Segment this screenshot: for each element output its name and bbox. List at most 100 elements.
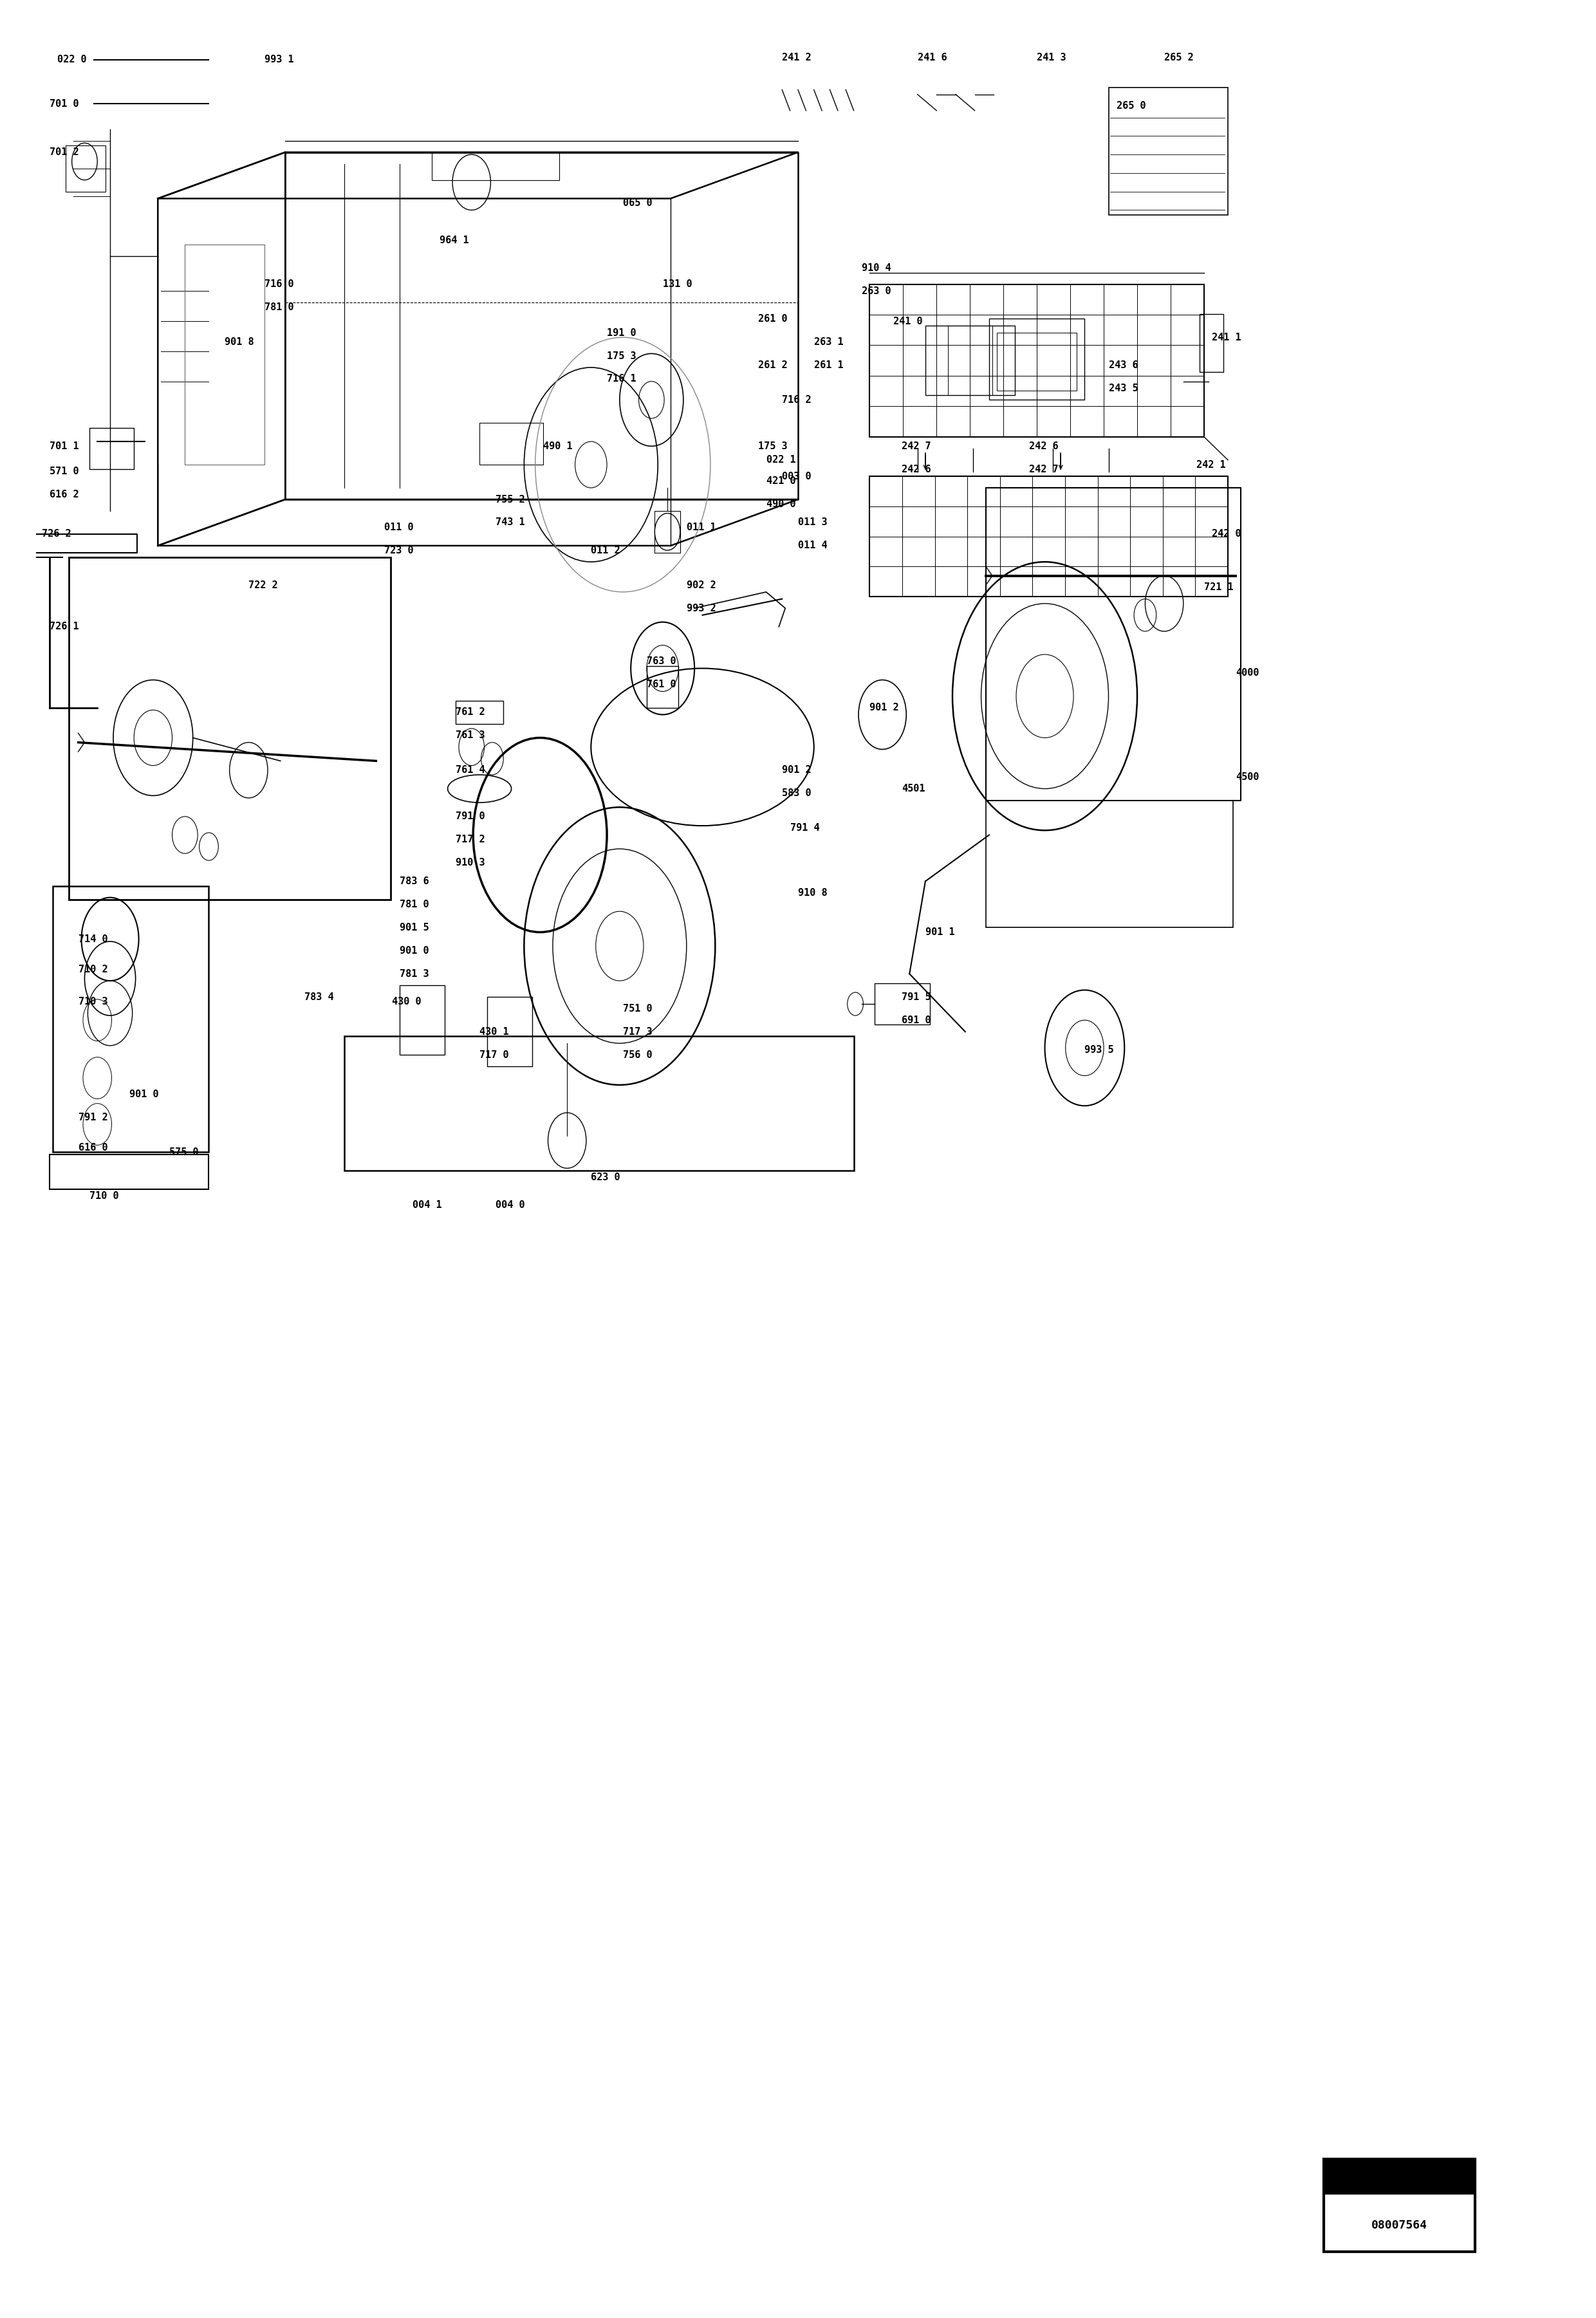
Bar: [49, 1154, 209, 1189]
Text: 716 0: 716 0: [265, 280, 294, 290]
Bar: [401, 985, 444, 1055]
Text: 781 3: 781 3: [401, 969, 429, 978]
Text: 901 5: 901 5: [401, 923, 429, 932]
Bar: [875, 983, 930, 1025]
Text: 791 4: 791 4: [790, 823, 819, 832]
Text: 616 2: 616 2: [49, 489, 78, 501]
Text: 726 1: 726 1: [49, 621, 78, 630]
Text: 265 0: 265 0: [1117, 102, 1146, 111]
Bar: [926, 327, 1015, 396]
Text: 901 0: 901 0: [401, 946, 429, 955]
Text: 701 2: 701 2: [49, 148, 78, 158]
Text: 781 0: 781 0: [401, 899, 429, 909]
Text: 901 2: 901 2: [870, 702, 899, 712]
Bar: [89, 427, 134, 468]
Bar: [986, 487, 1240, 800]
Text: 430 1: 430 1: [479, 1027, 509, 1036]
Bar: [646, 665, 678, 707]
Text: 763 0: 763 0: [646, 656, 677, 665]
Text: 993 1: 993 1: [265, 56, 294, 65]
Text: 717 2: 717 2: [455, 834, 485, 844]
Text: 717 0: 717 0: [479, 1050, 509, 1059]
Text: 243 5: 243 5: [1109, 382, 1138, 394]
Text: 791 5: 791 5: [902, 992, 930, 1001]
Bar: [1109, 88, 1227, 216]
Text: 901 1: 901 1: [926, 927, 954, 936]
Text: 701 0: 701 0: [49, 100, 78, 109]
Text: 717 3: 717 3: [622, 1027, 653, 1036]
Text: 721 1: 721 1: [1203, 582, 1234, 591]
Text: 761 2: 761 2: [455, 707, 485, 716]
Text: 241 0: 241 0: [894, 315, 922, 327]
Text: 011 2: 011 2: [591, 545, 621, 554]
Text: 004 1: 004 1: [413, 1201, 442, 1210]
Text: 783 6: 783 6: [401, 876, 429, 885]
Bar: [870, 285, 1203, 436]
Text: 575 0: 575 0: [169, 1147, 198, 1157]
Text: 022 1: 022 1: [766, 454, 795, 466]
Bar: [1199, 315, 1223, 373]
Bar: [53, 885, 209, 1152]
Text: 011 3: 011 3: [798, 517, 827, 529]
Text: 716 1: 716 1: [606, 373, 637, 385]
Text: 003 0: 003 0: [782, 471, 811, 482]
Text: 261 1: 261 1: [814, 359, 843, 371]
Text: 242 7: 242 7: [1029, 464, 1058, 475]
Text: 241 6: 241 6: [918, 53, 946, 63]
Text: 710 0: 710 0: [89, 1191, 118, 1201]
Text: 004 0: 004 0: [495, 1201, 525, 1210]
Text: 4000: 4000: [1235, 668, 1259, 677]
Text: 781 0: 781 0: [265, 301, 294, 313]
Text: 623 0: 623 0: [591, 1173, 621, 1182]
Text: 242 7: 242 7: [902, 440, 930, 452]
Text: 430 0: 430 0: [393, 997, 421, 1006]
Text: 242 0: 242 0: [1211, 529, 1242, 538]
Text: 065 0: 065 0: [622, 199, 653, 209]
Text: 761 0: 761 0: [646, 679, 677, 688]
Text: 616 0: 616 0: [78, 1143, 107, 1152]
Text: 964 1: 964 1: [440, 236, 469, 246]
Text: 710 2: 710 2: [78, 964, 107, 974]
Text: 710 3: 710 3: [78, 997, 107, 1006]
Text: 791 2: 791 2: [78, 1113, 107, 1122]
Text: 263 0: 263 0: [862, 285, 891, 297]
Text: 571 0: 571 0: [49, 466, 78, 478]
Bar: [654, 510, 680, 552]
Bar: [1323, 2158, 1475, 2195]
Text: 490 0: 490 0: [766, 498, 795, 510]
Bar: [870, 475, 1227, 596]
Text: 131 0: 131 0: [662, 280, 693, 290]
Bar: [345, 1036, 854, 1171]
Text: 421 0: 421 0: [766, 475, 795, 487]
Text: 583 0: 583 0: [782, 788, 811, 797]
Text: 241 2: 241 2: [782, 53, 811, 63]
Bar: [986, 800, 1232, 927]
Bar: [998, 334, 1077, 392]
Text: 901 8: 901 8: [225, 336, 254, 348]
Text: 242 6: 242 6: [1029, 440, 1058, 452]
Text: 241 1: 241 1: [1211, 331, 1242, 343]
Text: 08007564: 08007564: [1371, 2221, 1427, 2232]
Bar: [487, 997, 531, 1066]
Text: 4500: 4500: [1235, 772, 1259, 781]
Bar: [69, 556, 391, 899]
Text: 022 0: 022 0: [57, 56, 86, 65]
Text: 993 2: 993 2: [686, 603, 717, 612]
Text: 011 0: 011 0: [385, 522, 413, 533]
Text: 490 1: 490 1: [543, 440, 573, 452]
Text: 4501: 4501: [902, 783, 926, 793]
Text: 716 2: 716 2: [782, 394, 811, 406]
Text: 901 0: 901 0: [129, 1089, 158, 1099]
Text: 743 1: 743 1: [495, 517, 525, 529]
Bar: [479, 422, 543, 464]
Text: 691 0: 691 0: [902, 1015, 930, 1025]
Text: 910 8: 910 8: [798, 888, 827, 897]
Text: 261 0: 261 0: [758, 313, 787, 325]
Text: 902 2: 902 2: [686, 580, 717, 589]
Text: 261 2: 261 2: [758, 359, 787, 371]
Text: 756 0: 756 0: [622, 1050, 653, 1059]
Text: 175 3: 175 3: [758, 440, 787, 452]
Text: 993 5: 993 5: [1085, 1045, 1114, 1055]
Text: 723 0: 723 0: [385, 545, 413, 554]
Bar: [455, 700, 503, 723]
